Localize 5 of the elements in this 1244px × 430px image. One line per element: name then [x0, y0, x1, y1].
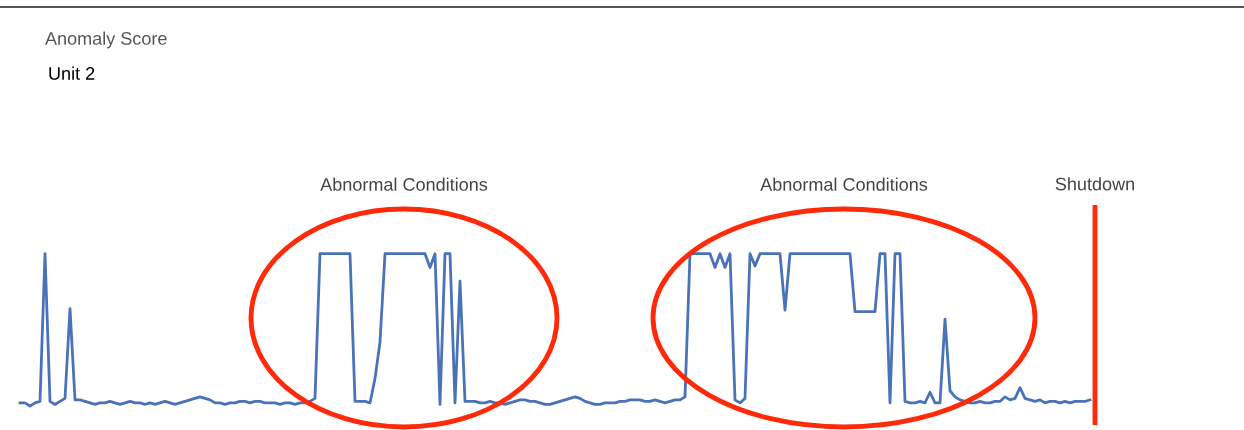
text: Abnormal Conditions — [320, 177, 488, 191]
chart-title: Anomaly Score — [45, 31, 167, 49]
text: Abnormal Conditions — [760, 177, 928, 191]
text: Shutdown — [1055, 177, 1134, 191]
chart-subtitle: Unit 2 — [49, 66, 95, 80]
